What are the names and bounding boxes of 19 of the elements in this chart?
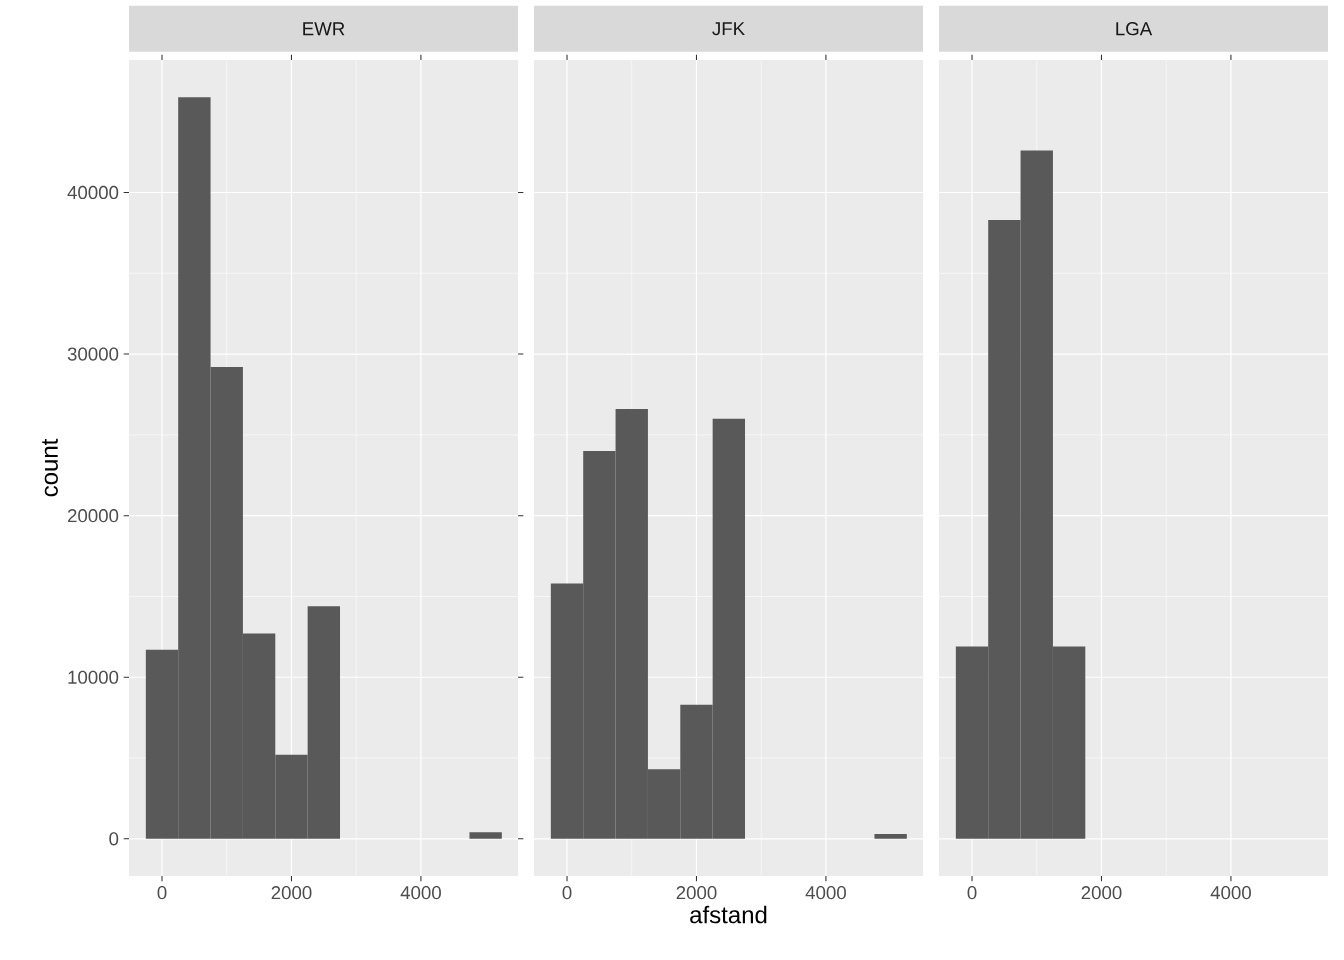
x-axis-title: afstand: [690, 905, 767, 924]
x-tick-label: 2000: [271, 886, 312, 900]
chart-title: EWR: [303, 22, 345, 36]
x-tick-label: 0: [157, 886, 167, 900]
x-tick-label: 4000: [1210, 886, 1251, 900]
y-tick-label: 30000: [67, 347, 119, 361]
x-tick-label: 2000: [1081, 886, 1122, 900]
x-tick-label: 4000: [805, 886, 846, 900]
y-axis-title: count: [42, 438, 58, 497]
x-tick-label: 4000: [400, 886, 441, 900]
y-tick-label: 0: [109, 832, 119, 846]
x-tick-label: 0: [562, 886, 572, 900]
y-tick-label: 20000: [67, 509, 119, 523]
chart-title: LGA: [1116, 22, 1153, 36]
y-tick-label: 10000: [68, 670, 119, 684]
y-tick-label: 40000: [67, 185, 119, 200]
chart-title: JFK: [712, 22, 745, 36]
x-tick-label: 2000: [676, 886, 717, 900]
x-tick-label: 0: [967, 886, 977, 900]
